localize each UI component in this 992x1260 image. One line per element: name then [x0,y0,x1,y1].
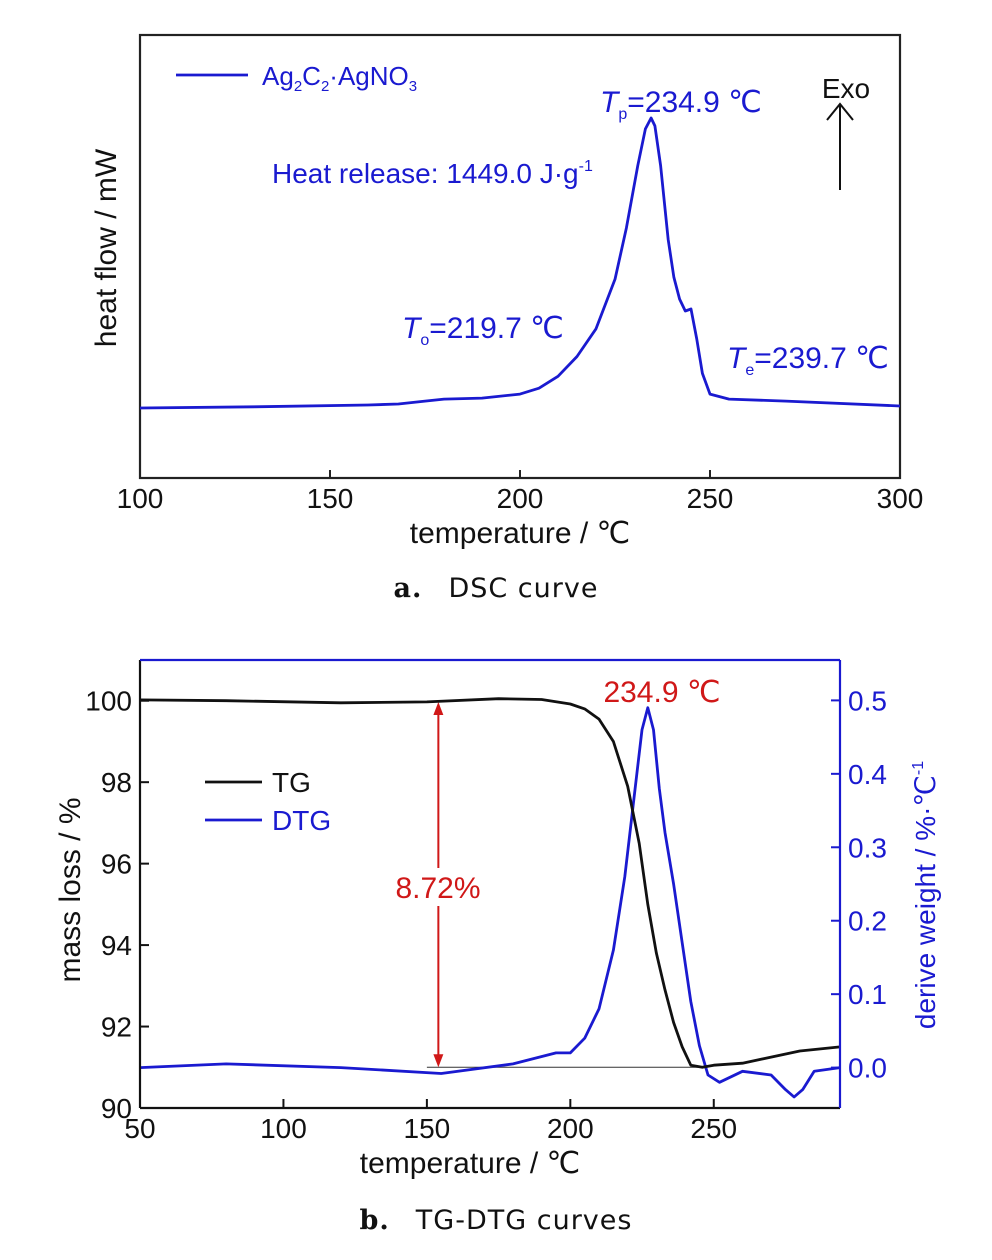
tg-left-axis-label: mass loss / % [54,797,87,982]
mass-loss-label: 8.72% [395,872,480,905]
tg-x-tick-label: 50 [124,1113,155,1144]
tg-dtg-legend: TG DTG [205,767,331,836]
tg-x-axis: 50 100 150 200 250 [124,1099,737,1144]
tg-left-axis: 90 92 94 96 98 100 [85,686,149,1124]
tg-left-tick-label: 98 [101,767,132,798]
dsc-x-tick-label: 200 [497,483,544,514]
dtg-right-axis: 0.0 0.1 0.2 0.3 0.4 0.5 [831,685,887,1084]
caption-b-text: TG-DTG curves [415,1205,633,1236]
tg-left-tick-label: 92 [101,1012,132,1043]
tg-series-line [139,697,841,1069]
caption-a-text: DSC curve [448,573,599,604]
dsc-x-tick-label: 100 [117,483,164,514]
mass-loss-label-background [388,868,488,906]
tg-x-tick-label: 100 [260,1113,307,1144]
mass-loss-arrow-head-bottom [433,1054,444,1068]
tg-legend-label: TG [272,767,311,798]
dsc-x-tick-label: 250 [687,483,734,514]
dsc-series-line [139,116,901,410]
mass-loss-arrow-head-top [433,701,444,715]
dsc-peak-temperature-label: Tp=234.9 ℃ [600,86,762,123]
caption-a-letter: a. [393,573,423,604]
dsc-chart: 100 150 200 250 300 temperature / ℃ heat flo… [90,33,924,550]
tg-left-tick-label: 96 [101,849,132,880]
dtg-right-tick-label: 0.5 [848,685,887,716]
exo-arrow-head [826,102,854,121]
dsc-onset-temperature-label: To=219.7 ℃ [402,312,564,349]
exo-label: Exo [822,73,870,104]
dtg-right-tick-label: 0.0 [848,1053,887,1084]
dsc-legend-label: Ag2C2·AgNO3 [262,61,417,95]
dsc-plot-frame [138,33,902,480]
dtg-right-tick-label: 0.2 [848,906,887,937]
dsc-end-temperature-label: Te=239.7 ℃ [727,342,889,379]
dtg-right-tick-label: 0.3 [848,832,887,863]
dsc-x-tick-label: 150 [307,483,354,514]
tg-x-tick-label: 250 [690,1113,737,1144]
dsc-x-axis: 100 150 200 250 300 [117,470,924,514]
dtg-legend-label: DTG [272,805,331,836]
dtg-series-line [139,706,841,1099]
exo-direction-indicator: Exo [822,73,870,190]
dsc-y-axis-label: heat flow / mW [90,148,123,347]
tg-x-tick-label: 200 [547,1113,594,1144]
dsc-legend: Ag2C2·AgNO3 [176,61,417,95]
dtg-right-axis-label: derive weight / %·℃-1 [910,761,941,1029]
tg-left-tick-label: 90 [101,1093,132,1124]
dsc-x-axis-label: temperature / ℃ [410,517,630,550]
dsc-x-tick-label: 300 [877,483,924,514]
tg-x-tick-label: 150 [404,1113,451,1144]
dtg-peak-label: 234.9 ℃ [603,676,720,709]
tg-left-tick-label: 94 [101,930,132,961]
caption-a: a. DSC curve [0,573,992,604]
caption-b-letter: b. [359,1205,390,1236]
tg-dtg-chart: 90 92 94 96 98 100 0.0 0.1 0.2 0.3 0.4 0.5 50 100 15… [54,658,941,1180]
dtg-right-tick-label: 0.1 [848,979,887,1010]
dsc-heat-release-label: Heat release: 1449.0 J·g-1 [272,158,593,189]
tg-left-tick-label: 100 [85,686,132,717]
dtg-right-tick-label: 0.4 [848,759,887,790]
tg-x-axis-label: temperature / ℃ [360,1147,580,1180]
caption-b: b. TG-DTG curves [0,1205,992,1236]
